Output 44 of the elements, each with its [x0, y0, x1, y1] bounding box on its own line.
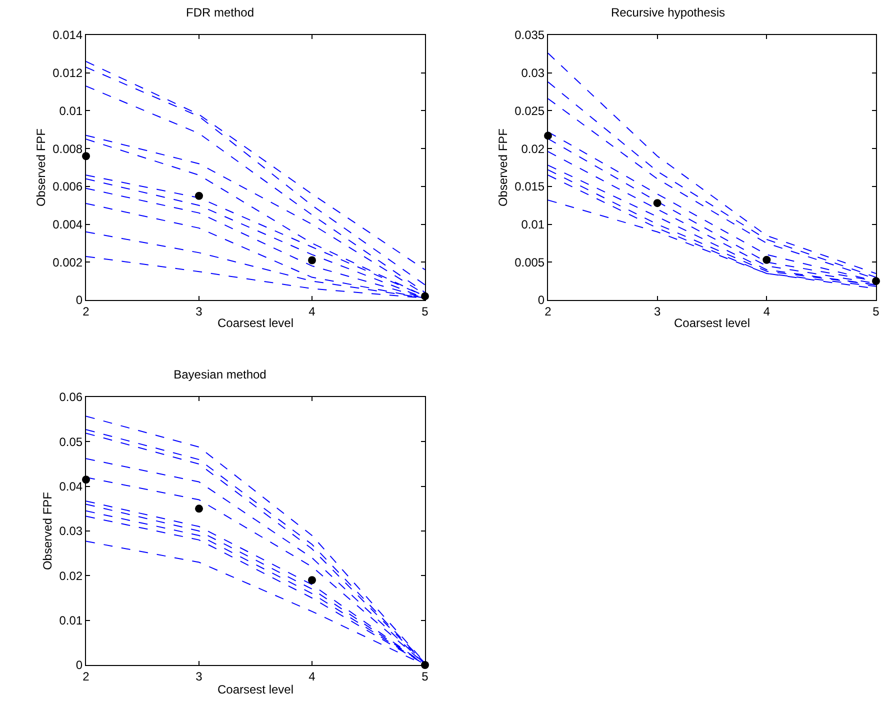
x-tick-label: 4: [308, 669, 316, 684]
x-tick-label: 3: [654, 304, 661, 318]
y-tick-label: 0.002: [52, 255, 83, 270]
x-axis-title: Coarsest level: [674, 316, 750, 330]
y-tick-label: 0.03: [521, 66, 545, 80]
y-axis-title: Observed FPF: [496, 128, 510, 207]
y-tick-label: 0.006: [52, 180, 83, 194]
y-tick-label: 0.035: [514, 28, 545, 42]
y-axis-title: Observed FPF: [40, 492, 55, 570]
x-tick-label: 2: [544, 304, 552, 318]
x-tick-label: 3: [196, 669, 203, 684]
x-tick-label: 3: [196, 304, 203, 318]
y-tick-label: 0.012: [52, 66, 83, 80]
y-tick-label: 0.008: [52, 142, 83, 156]
y-tick-label: 0.02: [59, 568, 83, 583]
y-tick-label: 0.02: [521, 142, 545, 156]
x-tick-label: 4: [308, 304, 316, 318]
y-tick-label: 0.005: [514, 255, 545, 270]
y-tick-label: 0.01: [59, 614, 83, 628]
y-tick-label: 0.05: [59, 434, 83, 449]
chart-title: Bayesian method: [174, 367, 266, 382]
y-axis-title: Observed FPF: [34, 128, 48, 207]
y-tick-label: 0: [76, 658, 83, 672]
y-tick-label: 0.015: [514, 180, 545, 194]
x-axis-title: Coarsest level: [217, 316, 294, 330]
chart-title: FDR method: [186, 5, 254, 20]
x-tick-label: 2: [82, 669, 90, 684]
y-tick-label: 0: [538, 293, 545, 308]
x-tick-label: 4: [763, 304, 770, 318]
x-axis-title: Coarsest level: [217, 682, 294, 696]
y-tick-label: 0.01: [521, 217, 545, 232]
x-tick-label: 5: [422, 669, 429, 684]
y-tick-label: 0.004: [52, 217, 83, 232]
y-tick-label: 0: [76, 293, 83, 308]
y-tick-label: 0.06: [59, 390, 83, 404]
y-tick-label: 0.03: [59, 524, 83, 538]
x-tick-label: 5: [872, 304, 880, 318]
chart-title: Recursive hypothesis: [610, 5, 726, 20]
y-tick-label: 0.04: [59, 480, 83, 494]
x-tick-label: 2: [82, 304, 90, 318]
y-tick-label: 0.01: [59, 104, 83, 118]
y-tick-label: 0.014: [52, 28, 83, 42]
y-tick-label: 0.025: [514, 104, 545, 118]
x-tick-label: 5: [422, 304, 429, 318]
